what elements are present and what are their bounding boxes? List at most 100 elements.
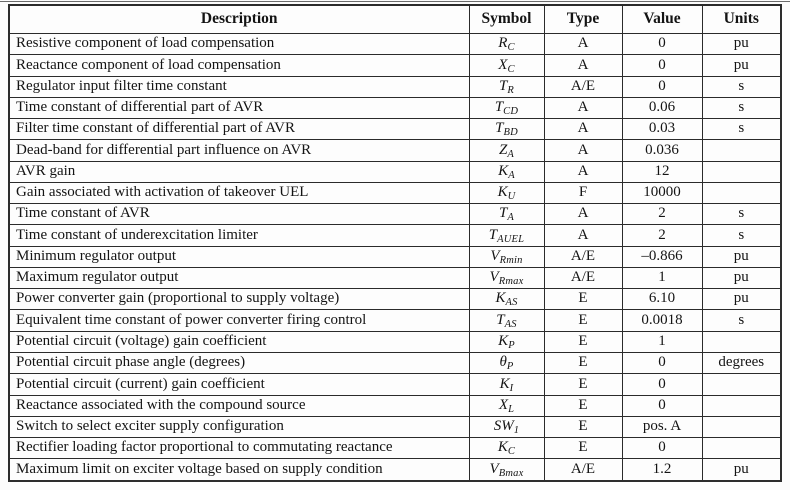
- cell-description: Power converter gain (proportional to su…: [8, 288, 470, 311]
- symbol-subscript: U: [507, 191, 516, 203]
- symbol-subscript: L: [508, 403, 515, 415]
- cell-symbol: TAS: [468, 309, 545, 332]
- table-header: Description Symbol Type Value Units: [8, 4, 782, 34]
- cell-value: 2: [621, 203, 703, 226]
- cell-type: E: [543, 437, 623, 460]
- cell-type: E: [543, 309, 623, 332]
- symbol-subscript: Bmax: [498, 467, 524, 479]
- cell-value: 10000: [621, 181, 703, 205]
- cell-value: 0: [621, 75, 703, 98]
- symbol-base: T: [488, 226, 498, 243]
- cell-value: 0.0018: [621, 309, 703, 332]
- cell-units: [701, 139, 782, 162]
- cell-description: Rectifier loading factor proportional to…: [8, 437, 470, 460]
- table-row: Potential circuit phase angle (degrees) …: [8, 351, 782, 375]
- cell-type: E: [543, 330, 623, 353]
- cell-description: Potential circuit (current) gain coeffic…: [8, 373, 470, 396]
- cell-value: 6.10: [621, 288, 703, 311]
- cell-description: Time constant of underexcitation limiter: [8, 224, 470, 247]
- cell-value: 0: [621, 351, 703, 375]
- cell-symbol: TR: [468, 75, 545, 98]
- column-header-units: Units: [701, 4, 782, 34]
- cell-value: pos. A: [621, 415, 703, 439]
- cell-type: A: [543, 118, 623, 141]
- cell-units: [701, 373, 782, 396]
- symbol-subscript: CD: [503, 106, 519, 118]
- cell-type: E: [543, 415, 623, 439]
- symbol-subscript: R: [507, 84, 514, 96]
- symbol-base: K: [497, 184, 508, 201]
- table-row: AVR gain KA A 12: [8, 160, 782, 183]
- symbol-base: θ: [499, 354, 507, 371]
- cell-value: 0.06: [621, 96, 703, 120]
- symbol-subscript: A: [507, 212, 514, 224]
- table-row: Regulator input filter time constant TR …: [8, 75, 782, 98]
- cell-symbol: KU: [468, 181, 545, 205]
- cell-description: AVR gain: [8, 160, 470, 183]
- symbol-subscript: 1: [513, 425, 520, 437]
- cell-value: –0.866: [621, 245, 703, 268]
- cell-units: [701, 415, 782, 439]
- cell-symbol: VBmax: [468, 458, 545, 482]
- symbol-base: T: [499, 205, 508, 222]
- cell-value: 0.036: [621, 139, 703, 162]
- cell-type: A: [543, 139, 623, 162]
- table-body: Resistive component of load compensation…: [8, 32, 782, 482]
- table-row: Equivalent time constant of power conver…: [8, 309, 782, 332]
- symbol-base: K: [497, 439, 508, 456]
- table-row: Reactance component of load compensation…: [8, 54, 782, 77]
- cell-value: 0: [621, 54, 703, 77]
- symbol-base: X: [498, 56, 508, 73]
- symbol-base: T: [496, 311, 505, 328]
- symbol-base: Z: [499, 141, 508, 158]
- cell-symbol: SW1: [468, 415, 545, 439]
- table-row: Dead-band for differential part influenc…: [8, 139, 782, 162]
- cell-type: A/E: [543, 75, 623, 98]
- column-header-value: Value: [621, 4, 703, 34]
- symbol-subscript: Rmax: [498, 276, 524, 288]
- table-row: Maximum regulator output VRmax A/E 1 pu: [8, 266, 782, 290]
- cell-symbol: KA: [468, 160, 545, 183]
- cell-units: [701, 181, 782, 205]
- cell-symbol: XL: [468, 394, 545, 417]
- table-row: Rectifier loading factor proportional to…: [8, 437, 782, 460]
- parameter-table: Description Symbol Type Value Units Resi…: [8, 4, 782, 482]
- cell-units: [701, 437, 782, 460]
- table-row: Reactance associated with the compound s…: [8, 394, 782, 417]
- cell-type: A: [543, 224, 623, 247]
- symbol-base: K: [495, 290, 506, 307]
- cell-value: 0.03: [621, 118, 703, 141]
- cell-units: s: [701, 75, 782, 98]
- symbol-subscript: Rmin: [499, 254, 523, 266]
- symbol-base: K: [498, 332, 509, 349]
- symbol-base: V: [490, 247, 500, 264]
- cell-units: [701, 330, 782, 353]
- symbol-subscript: BD: [503, 127, 518, 139]
- cell-description: Filter time constant of differential par…: [8, 118, 470, 141]
- cell-symbol: TBD: [468, 118, 545, 141]
- cell-type: F: [543, 181, 623, 205]
- cell-symbol: KP: [468, 330, 545, 353]
- cell-type: E: [543, 351, 623, 375]
- cell-description: Potential circuit (voltage) gain coeffic…: [8, 330, 470, 353]
- cell-symbol: RC: [468, 32, 545, 56]
- cell-description: Regulator input filter time constant: [8, 75, 470, 98]
- cell-symbol: ZA: [468, 139, 545, 162]
- table-row: Time constant of AVR TA A 2 s: [8, 203, 782, 226]
- cell-description: Equivalent time constant of power conver…: [8, 309, 470, 332]
- cell-units: [701, 394, 782, 417]
- cell-symbol: XC: [468, 54, 545, 77]
- cell-units: degrees: [701, 351, 782, 375]
- cell-units: pu: [701, 288, 782, 311]
- cell-symbol: TA: [468, 203, 545, 226]
- cell-value: 2: [621, 224, 703, 247]
- table-row: Minimum regulator output VRmin A/E –0.86…: [8, 245, 782, 268]
- cell-type: A/E: [543, 266, 623, 290]
- cell-description: Gain associated with activation of takeo…: [8, 181, 470, 205]
- cell-value: 0: [621, 373, 703, 396]
- table-row: Maximum limit on exciter voltage based o…: [8, 458, 782, 482]
- cell-units: s: [701, 224, 782, 247]
- table-row: Power converter gain (proportional to su…: [8, 288, 782, 311]
- symbol-subscript: A: [508, 169, 515, 181]
